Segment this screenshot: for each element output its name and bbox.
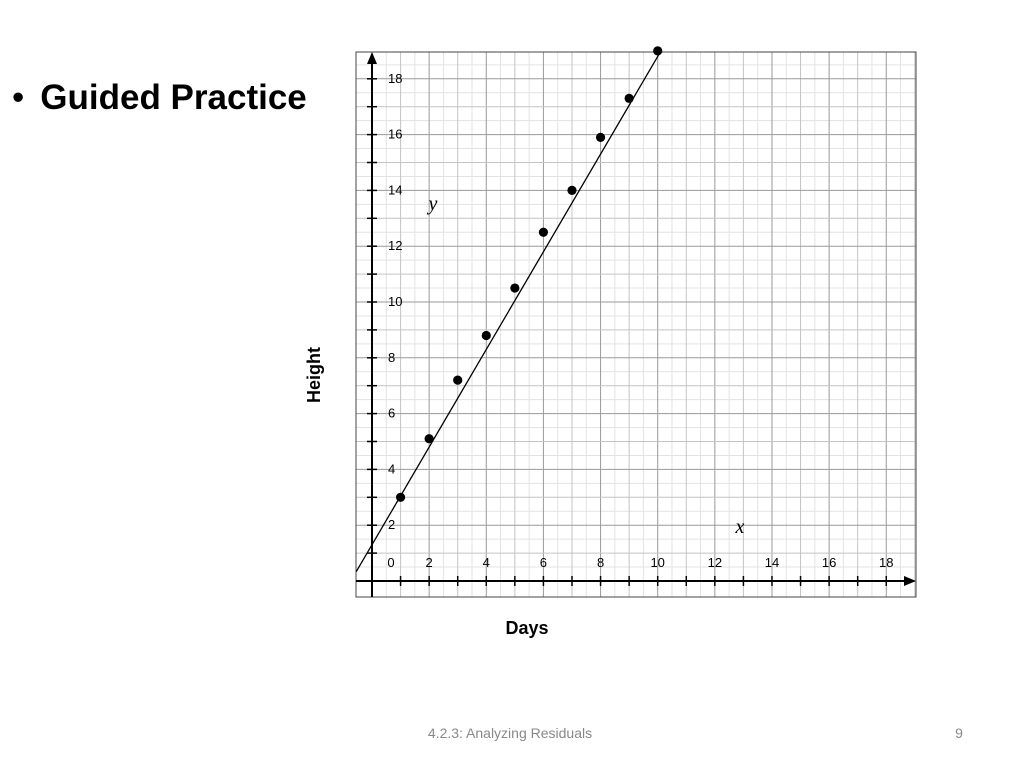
data-point: [510, 283, 520, 293]
bullet-item: • Guided Practice: [12, 78, 307, 118]
y-tick-label: 8: [388, 350, 395, 365]
data-point: [624, 93, 634, 103]
y-tick-label: 18: [388, 71, 402, 86]
x-tick-label: 0: [387, 555, 394, 570]
x-variable-label: x: [735, 516, 745, 538]
x-axis-arrow: [904, 576, 916, 586]
plot-frame: [355, 51, 917, 598]
trend-line: [355, 50, 662, 572]
axes-group: [356, 52, 916, 597]
x-tick-label: 10: [650, 555, 664, 570]
major-grid: [356, 52, 916, 597]
y-axis-arrow: [367, 52, 377, 64]
x-axis-title: Days: [505, 618, 548, 638]
data-point: [538, 227, 549, 237]
x-tick-label: 4: [483, 555, 490, 570]
y-tick-label: 14: [388, 182, 402, 197]
points-group: [395, 46, 663, 502]
y-tick-label: 16: [388, 127, 402, 142]
ticks-group: 0 2 4 6 8 10 12 14 16 18 2 4 6 8 10 12 14 16 18: [367, 71, 893, 586]
bullet-text: Guided Practice: [40, 78, 307, 117]
minor-grid: [356, 52, 916, 597]
y-tick-label: 2: [388, 517, 395, 532]
x-tick-label: 8: [597, 555, 604, 570]
data-point: [395, 492, 406, 502]
page-number: 9: [955, 725, 963, 741]
x-tick-label: 2: [426, 555, 433, 570]
y-tick-label: 12: [388, 238, 402, 253]
trend-line-group: [355, 50, 662, 572]
footer-title: 4.2.3: Analyzing Residuals: [427, 725, 593, 741]
x-tick-label: 6: [540, 555, 547, 570]
x-tick-label: 14: [765, 555, 779, 570]
data-point: [453, 375, 463, 385]
x-tick-label: 18: [879, 555, 893, 570]
y-tick-label: 6: [388, 406, 395, 421]
data-point: [567, 185, 577, 195]
data-point: [481, 330, 491, 341]
y-variable-label: y: [427, 193, 438, 215]
y-tick-label: 10: [388, 294, 402, 309]
y-tick-label: 4: [388, 461, 395, 476]
data-point: [653, 46, 663, 56]
y-axis-title: Height: [304, 347, 324, 403]
bullet-dot: •: [12, 78, 25, 117]
x-tick-label: 16: [822, 555, 836, 570]
data-point: [424, 434, 434, 444]
x-tick-label: 12: [708, 555, 722, 570]
data-point: [595, 132, 606, 142]
